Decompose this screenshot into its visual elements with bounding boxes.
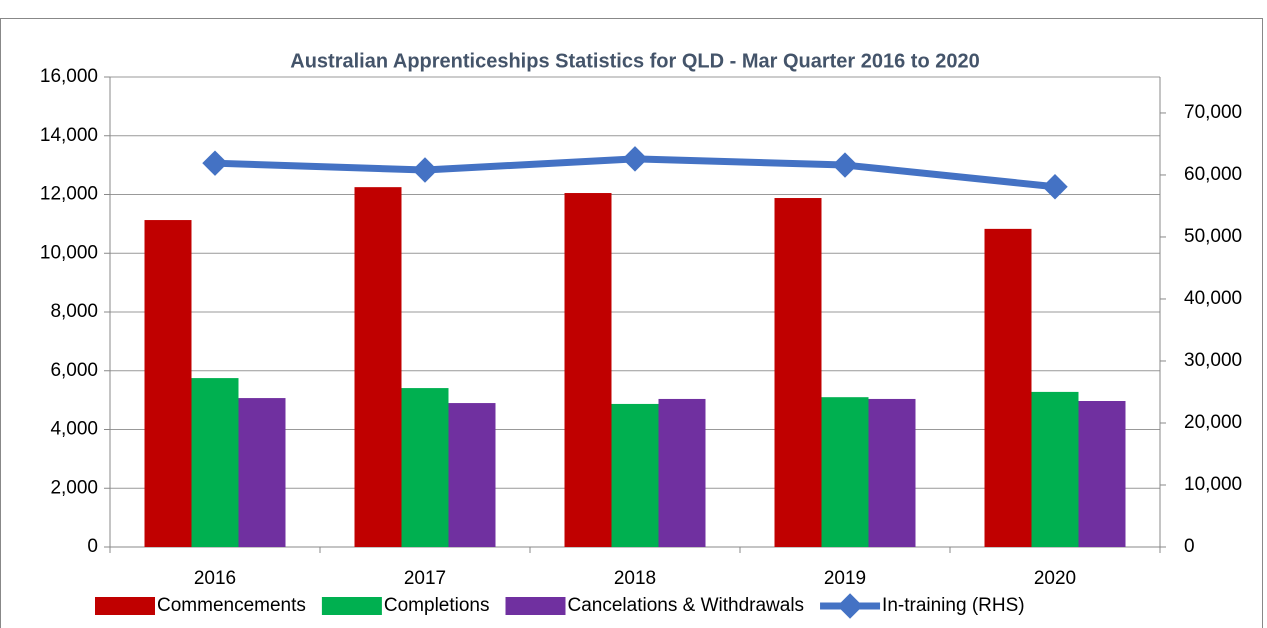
legend-label: Commencements [157, 595, 306, 616]
bar [238, 398, 286, 547]
legend-swatch [321, 597, 382, 615]
bar [1031, 391, 1079, 547]
legend-swatch [95, 597, 155, 615]
y2-tick-label: 20,000 [1184, 412, 1242, 433]
y-tick-label: 2,000 [50, 477, 98, 498]
y-tick-label: 0 [87, 536, 98, 557]
legend-label: In-training (RHS) [882, 595, 1025, 616]
legend-marker [837, 593, 863, 619]
bar [774, 198, 822, 547]
x-tick-label: 2020 [1034, 568, 1076, 589]
marker [622, 146, 648, 172]
y-tick-label: 6,000 [50, 360, 98, 381]
bar [658, 398, 706, 547]
y2-tick-label: 40,000 [1184, 288, 1242, 309]
bar [401, 388, 449, 547]
bar [1078, 401, 1126, 547]
y2-tick-label: 70,000 [1184, 102, 1242, 123]
y-tick-label: 16,000 [40, 66, 98, 87]
marker [412, 157, 438, 183]
marker [832, 152, 858, 178]
y-tick-label: 14,000 [40, 125, 98, 146]
bar [868, 398, 916, 547]
x-tick-label: 2017 [404, 568, 446, 589]
y-tick-label: 12,000 [40, 184, 98, 205]
y2-tick-label: 10,000 [1184, 474, 1242, 495]
x-tick-label: 2019 [824, 568, 866, 589]
y2-tick-label: 0 [1184, 536, 1195, 557]
bar [821, 397, 869, 547]
bar [611, 403, 659, 547]
bar [191, 378, 239, 547]
y-tick-label: 4,000 [50, 419, 98, 440]
bar [984, 228, 1032, 547]
x-tick-label: 2016 [194, 568, 236, 589]
bar [354, 187, 402, 547]
x-tick-label: 2018 [614, 568, 656, 589]
y2-tick-label: 60,000 [1184, 164, 1242, 185]
y-tick-label: 8,000 [50, 301, 98, 322]
legend-label: Cancelations & Withdrawals [568, 595, 805, 616]
bar [564, 193, 612, 547]
legend-label: Completions [384, 595, 490, 616]
chart-title: Australian Apprenticeships Statistics fo… [290, 50, 979, 72]
bar [144, 220, 192, 547]
y2-tick-label: 30,000 [1184, 350, 1242, 371]
bar [448, 403, 496, 547]
y2-tick-label: 50,000 [1184, 226, 1242, 247]
y-tick-label: 10,000 [40, 242, 98, 263]
legend-swatch [505, 597, 566, 615]
